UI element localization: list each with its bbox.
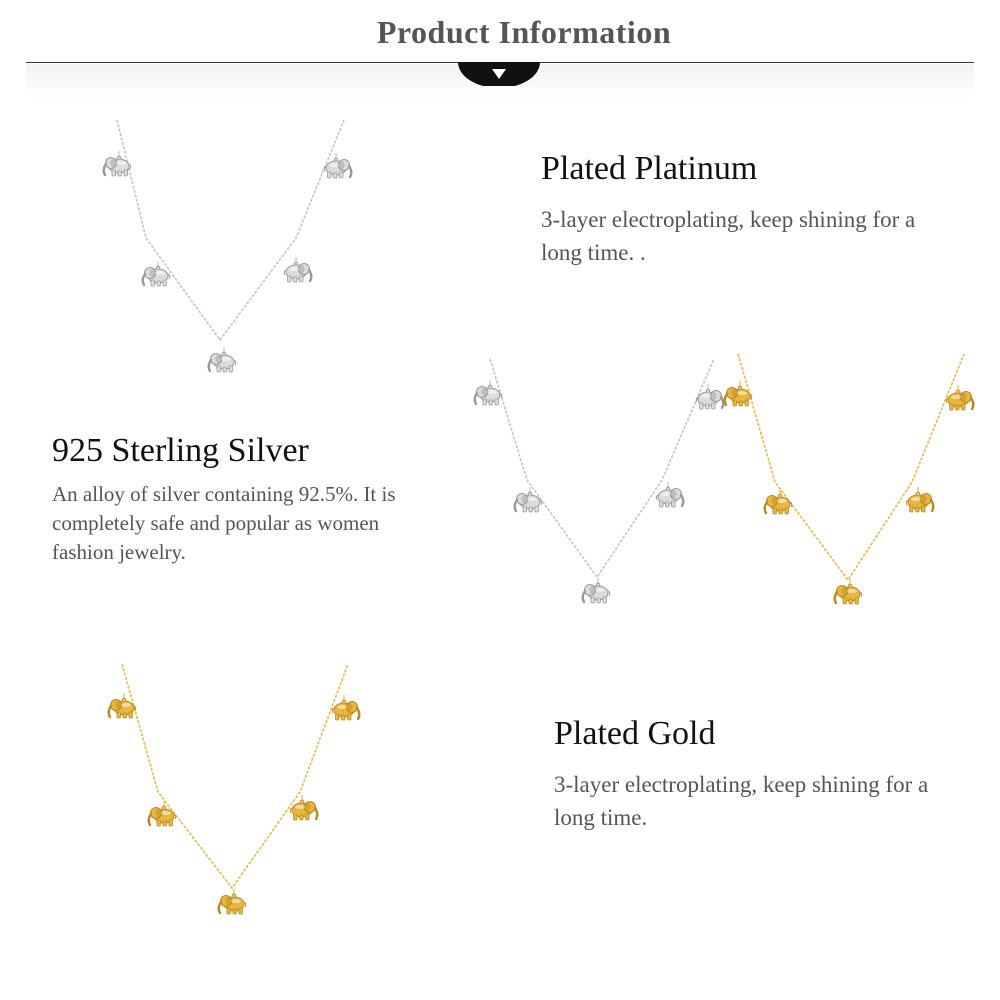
- silver-elephant-necklace-image: [102, 119, 353, 373]
- elephant-charm: [473, 380, 503, 406]
- elephant-charm: [905, 487, 935, 513]
- necklace-chain: [489, 358, 715, 579]
- page-title: Product Information: [376, 14, 672, 50]
- feature-title-plated-gold: Plated Gold: [554, 715, 716, 752]
- silver-elephant-necklace-pair-image: [473, 358, 725, 604]
- feature-description-plated-gold: 3-layer electroplating, keep shining for…: [554, 772, 929, 830]
- elephant-charm: [107, 693, 137, 719]
- elephant-charm: [763, 489, 793, 515]
- necklace-chain: [116, 119, 345, 342]
- elephant-charm: [695, 384, 725, 410]
- elephant-charm: [147, 801, 177, 827]
- elephant-charm: [289, 795, 319, 821]
- elephant-charm: [513, 487, 543, 513]
- elephant-charm: [283, 257, 313, 283]
- necklace-chain: [121, 663, 349, 890]
- feature-description-plated-platinum: 3-layer electroplating, keep shining for…: [541, 207, 916, 265]
- elephant-charm: [723, 381, 753, 407]
- elephant-charm: [833, 579, 863, 605]
- header-toggle-badge[interactable]: [458, 62, 540, 86]
- elephant-charm: [331, 695, 361, 721]
- feature-title-sterling-silver: 925 Sterling Silver: [52, 432, 309, 469]
- elephant-charm: [217, 889, 247, 915]
- elephant-charm: [323, 153, 353, 179]
- feature-description-sterling-silver: An alloy of silver containing 92.5%. It …: [52, 482, 396, 564]
- elephant-charm: [207, 347, 237, 373]
- feature-title-plated-platinum: Plated Platinum: [541, 150, 758, 187]
- elephant-charm: [141, 261, 171, 287]
- elephant-charm: [102, 151, 132, 177]
- elephant-charm: [655, 482, 685, 508]
- necklace-chain: [737, 353, 965, 582]
- elephant-charm: [581, 578, 611, 604]
- gold-elephant-necklace-image: [107, 663, 361, 915]
- chevron-down-icon: [492, 69, 506, 79]
- gold-elephant-necklace-pair-image: [723, 353, 975, 605]
- elephant-charm: [945, 385, 975, 411]
